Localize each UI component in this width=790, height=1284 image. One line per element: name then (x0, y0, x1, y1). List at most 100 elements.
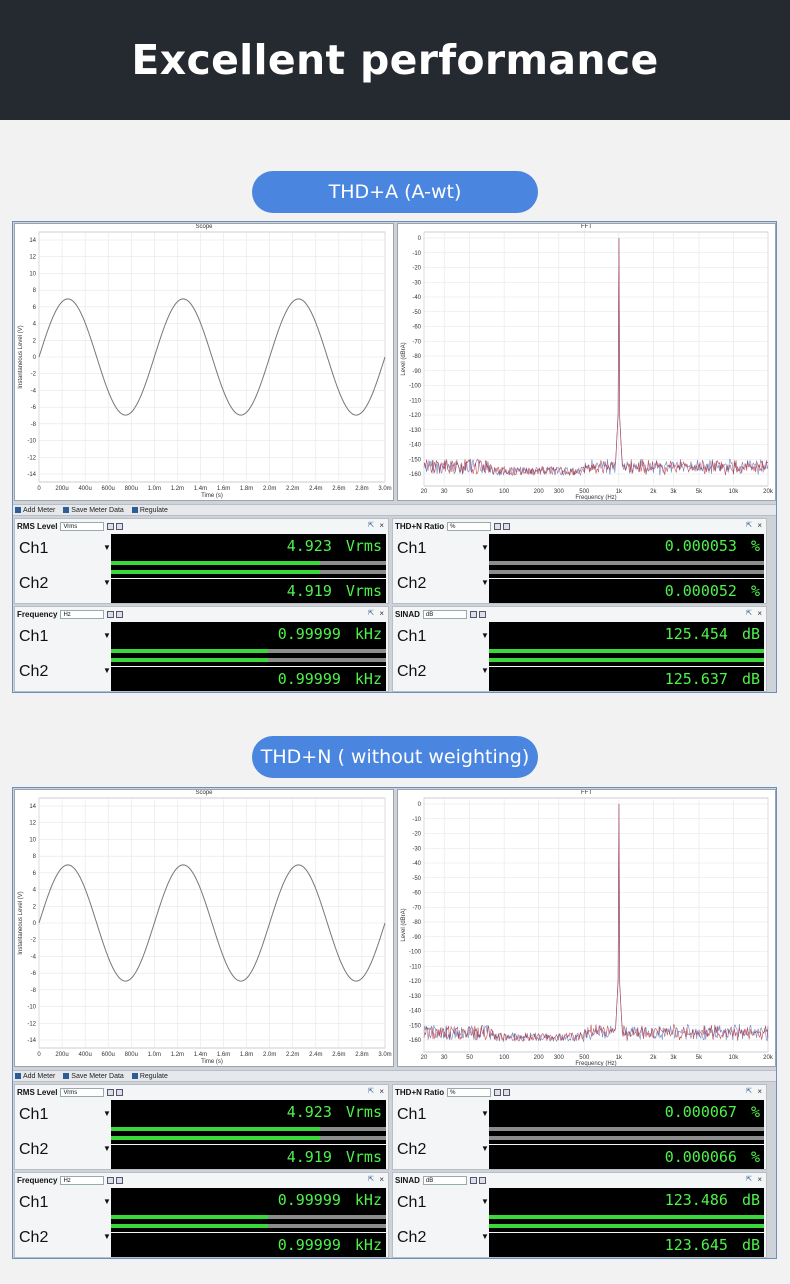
popout-icon[interactable]: ⇱ (746, 522, 752, 529)
unit-select[interactable]: dB (422, 609, 467, 619)
channel-ch2-label[interactable]: Ch2 (397, 1229, 427, 1246)
settings-icon[interactable] (469, 1176, 477, 1184)
save-meter-data-button[interactable]: Save Meter Data (63, 1073, 124, 1080)
channel-ch1-label[interactable]: Ch1 (397, 1194, 427, 1211)
close-icon[interactable]: × (757, 609, 762, 618)
meter-unit: dB (741, 625, 760, 643)
chevron-down-icon[interactable]: ▼ (103, 1144, 111, 1153)
close-icon[interactable]: × (379, 521, 384, 530)
fft-ytick: -160 (409, 472, 422, 478)
fft-ytick: -130 (409, 994, 422, 1000)
scope-ytick: -8 (31, 988, 37, 994)
fft-xtick: 300 (554, 1055, 565, 1061)
chevron-down-icon[interactable]: ▼ (481, 1144, 489, 1153)
regulate-button[interactable]: Regulate (131, 507, 168, 514)
channel-ch1-label[interactable]: Ch1 (19, 1106, 49, 1123)
settings-icon[interactable] (494, 1088, 502, 1096)
channel-ch2-label[interactable]: Ch2 (19, 575, 49, 592)
channel-ch1-label[interactable]: Ch1 (19, 540, 49, 557)
close-icon[interactable]: × (379, 609, 384, 618)
scope-ytick: 0 (33, 921, 37, 927)
scope-ytick: -4 (31, 954, 37, 960)
chevron-down-icon[interactable]: ▼ (481, 1232, 489, 1241)
popout-icon[interactable]: ⇱ (368, 1176, 374, 1183)
meter-value: 4.919 (286, 582, 332, 600)
channel-ch1-label[interactable]: Ch1 (397, 1106, 427, 1123)
channel-ch1-label[interactable]: Ch1 (19, 1194, 49, 1211)
channel-ch1-label[interactable]: Ch1 (397, 628, 427, 645)
chevron-down-icon[interactable]: ▼ (103, 1197, 111, 1206)
settings-icon[interactable] (469, 610, 477, 618)
unit-select[interactable]: Vrms (60, 521, 105, 531)
chevron-down-icon[interactable]: ▼ (103, 543, 111, 552)
close-icon[interactable]: × (379, 1087, 384, 1096)
popout-icon[interactable]: ⇱ (746, 610, 752, 617)
chevron-down-icon[interactable]: ▼ (481, 631, 489, 640)
chevron-down-icon[interactable]: ▼ (103, 666, 111, 675)
add-meter-button[interactable]: Add Meter (15, 507, 55, 514)
close-icon[interactable]: × (757, 521, 762, 530)
add-meter-button[interactable]: Add Meter (15, 1073, 55, 1080)
meter-readout-ch2: 123.645 dB (489, 1233, 764, 1257)
channel-ch2-label[interactable]: Ch2 (397, 1141, 427, 1158)
options-icon[interactable] (116, 610, 124, 618)
meter-value: 123.486 (664, 1191, 728, 1209)
fft-ytick: -140 (409, 1009, 422, 1015)
scope-xtick: 1.0m (148, 1052, 161, 1058)
channel-ch1-label[interactable]: Ch1 (19, 628, 49, 645)
fft-ylabel: Level (dBrA) (401, 342, 407, 375)
channel-ch2-label[interactable]: Ch2 (19, 1229, 49, 1246)
popout-icon[interactable]: ⇱ (746, 1088, 752, 1095)
settings-icon[interactable] (107, 610, 115, 618)
options-icon[interactable] (503, 522, 511, 530)
close-icon[interactable]: × (757, 1175, 762, 1184)
unit-select[interactable]: % (447, 521, 492, 531)
chevron-down-icon[interactable]: ▼ (481, 1109, 489, 1118)
options-icon[interactable] (116, 1176, 124, 1184)
popout-icon[interactable]: ⇱ (368, 610, 374, 617)
chevron-down-icon[interactable]: ▼ (481, 578, 489, 587)
settings-icon[interactable] (107, 522, 115, 530)
close-icon[interactable]: × (379, 1175, 384, 1184)
unit-select[interactable]: Vrms (60, 1087, 105, 1097)
channel-ch2-label[interactable]: Ch2 (397, 663, 427, 680)
settings-icon[interactable] (107, 1176, 115, 1184)
popout-icon[interactable]: ⇱ (368, 522, 374, 529)
fft-ytick: -40 (412, 861, 421, 867)
meter-header: SINAD dB ⇱ × (393, 1173, 766, 1187)
options-icon[interactable] (116, 522, 124, 530)
chevron-down-icon[interactable]: ▼ (103, 1109, 111, 1118)
popout-icon[interactable]: ⇱ (368, 1088, 374, 1095)
chevron-down-icon[interactable]: ▼ (481, 543, 489, 552)
channel-ch2-label[interactable]: Ch2 (397, 575, 427, 592)
chevron-down-icon[interactable]: ▼ (103, 578, 111, 587)
popout-icon[interactable]: ⇱ (746, 1176, 752, 1183)
unit-select[interactable]: dB (422, 1175, 467, 1185)
options-icon[interactable] (503, 1088, 511, 1096)
options-icon[interactable] (116, 1088, 124, 1096)
fft-xtick: 50 (466, 1055, 473, 1061)
settings-icon[interactable] (107, 1088, 115, 1096)
options-icon[interactable] (478, 1176, 486, 1184)
meter-value: 0.99999 (277, 625, 341, 643)
meter-readout-ch1: 0.000067% (489, 1100, 764, 1124)
unit-select[interactable]: % (447, 1087, 492, 1097)
save-meter-data-button[interactable]: Save Meter Data (63, 507, 124, 514)
regulate-button[interactable]: Regulate (131, 1073, 168, 1080)
settings-icon[interactable] (494, 522, 502, 530)
scope-xtick: 2.2m (286, 1052, 299, 1058)
fft-ytick: -30 (412, 846, 421, 852)
channel-ch2-label[interactable]: Ch2 (19, 1141, 49, 1158)
channel-ch1-label[interactable]: Ch1 (397, 540, 427, 557)
close-icon[interactable]: × (757, 1087, 762, 1096)
options-icon[interactable] (478, 610, 486, 618)
chevron-down-icon[interactable]: ▼ (103, 1232, 111, 1241)
unit-select[interactable]: Hz (60, 1175, 105, 1185)
channel-ch2-label[interactable]: Ch2 (19, 663, 49, 680)
fft-xtick: 20k (763, 489, 774, 495)
chevron-down-icon[interactable]: ▼ (481, 1197, 489, 1206)
chevron-down-icon[interactable]: ▼ (103, 631, 111, 640)
unit-select[interactable]: Hz (60, 609, 105, 619)
fft-xtick: 500 (579, 1055, 590, 1061)
chevron-down-icon[interactable]: ▼ (481, 666, 489, 675)
